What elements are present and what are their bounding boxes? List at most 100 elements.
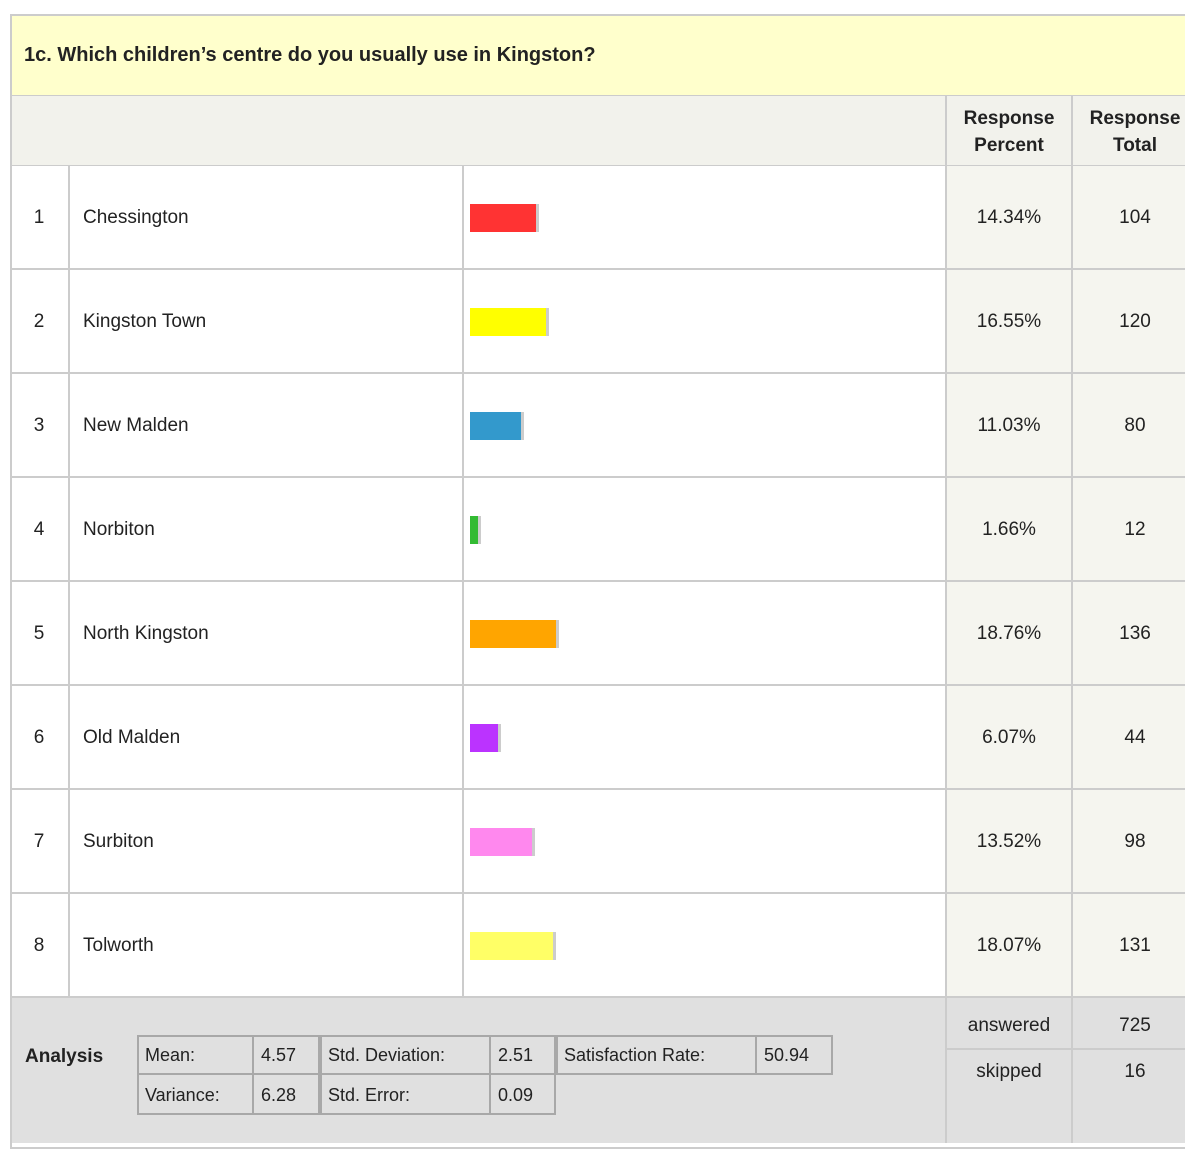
stat-label: Satisfaction Rate: [564, 1044, 706, 1065]
row-percent: 18.76% [976, 623, 1042, 644]
header-percent: Response Percent [963, 107, 1055, 156]
row-value-bg [945, 270, 1185, 372]
stat-label: Std. Error: [328, 1084, 411, 1105]
bar [470, 724, 501, 752]
row-label: Surbiton [83, 831, 154, 852]
stat-value: 6.28 [261, 1084, 297, 1105]
stat-cell [320, 1035, 490, 1075]
cell-divider [68, 790, 70, 894]
row-percent: 1.66% [982, 519, 1036, 540]
summary-value: 725 [1119, 1015, 1151, 1036]
row-percent: 6.07% [982, 727, 1036, 748]
row-label: Norbiton [83, 519, 155, 540]
row-value-bg [945, 374, 1185, 476]
cell-divider [945, 270, 947, 374]
row-number: 8 [33, 935, 45, 956]
cell-divider [945, 582, 947, 686]
header-divider [1071, 96, 1073, 167]
bar [470, 932, 557, 960]
cell-divider [462, 582, 464, 686]
title: 1c. Which children’s centre do you usual… [24, 44, 596, 66]
analysis-title: Analysis [25, 1046, 104, 1067]
stat-cell [253, 1035, 320, 1075]
cell-divider [462, 894, 464, 998]
row-percent: 11.03% [977, 415, 1041, 436]
row-label: Old Malden [83, 727, 181, 748]
header-total: Response Total [1089, 107, 1181, 156]
row-percent: 14.34% [976, 207, 1042, 228]
cell-divider [945, 166, 947, 270]
row-value-bg [945, 894, 1185, 996]
cell-divider [68, 582, 70, 686]
cell-divider [68, 166, 70, 270]
stat-cell [490, 1035, 556, 1075]
row-value-bg [945, 166, 1185, 268]
cell-divider [1071, 270, 1073, 374]
stat-label: Variance: [145, 1084, 220, 1105]
bar [470, 204, 539, 232]
cell-divider [68, 478, 70, 582]
row-value-bg [945, 478, 1185, 580]
row-number: 7 [33, 831, 45, 852]
cell-divider [68, 894, 70, 998]
cell-divider [68, 686, 70, 790]
cell-divider [945, 478, 947, 582]
cell-divider [68, 270, 70, 374]
cell-divider [68, 374, 70, 478]
row-label: Kingston Town [83, 311, 207, 332]
stat-label: Mean: [145, 1044, 196, 1065]
header-divider [945, 96, 947, 167]
footer-divider [1071, 998, 1073, 1143]
cell-divider [945, 894, 947, 998]
cell-divider [945, 790, 947, 894]
cell-divider [462, 790, 464, 894]
cell-divider [462, 478, 464, 582]
row-value-bg [945, 686, 1185, 788]
row-total: 104 [1119, 207, 1151, 228]
row-total: 120 [1119, 311, 1151, 332]
stat-cell [556, 1035, 756, 1075]
row-label: Chessington [83, 207, 189, 228]
footer-divider [945, 998, 947, 1143]
summary-label: answered [967, 1015, 1051, 1036]
summary-label: skipped [976, 1061, 1042, 1082]
row-total: 80 [1124, 415, 1146, 436]
stat-value: 0.09 [498, 1084, 534, 1105]
bar [470, 412, 524, 440]
stat-cell [320, 1075, 490, 1115]
bar [470, 308, 550, 336]
stat-cell [253, 1075, 320, 1115]
cell-divider [462, 374, 464, 478]
stat-cell [490, 1075, 556, 1115]
row-total: 136 [1119, 623, 1151, 644]
row-label: New Malden [83, 415, 189, 436]
row-total: 98 [1124, 831, 1146, 852]
footer [10, 998, 1185, 1143]
row-total: 44 [1124, 727, 1146, 748]
row-label: Tolworth [83, 935, 154, 956]
stat-label: Std. Deviation: [328, 1044, 446, 1065]
cell-divider [1071, 894, 1073, 998]
row-number: 2 [33, 311, 45, 332]
summary-value: 16 [1124, 1061, 1146, 1082]
row-value-bg [945, 790, 1185, 892]
cell-divider [1071, 582, 1073, 686]
cell-divider [945, 374, 947, 478]
row-label: North Kingston [83, 623, 209, 644]
cell-divider [462, 166, 464, 270]
bar [470, 828, 536, 856]
row-total: 12 [1124, 519, 1146, 540]
stat-value: 50.94 [764, 1044, 810, 1065]
summary-divider [945, 1048, 1185, 1050]
row-value-bg [945, 582, 1185, 684]
stat-cell [756, 1035, 833, 1075]
stat-cell [137, 1075, 253, 1115]
cell-divider [1071, 790, 1073, 894]
row-number: 6 [33, 727, 45, 748]
bar [470, 620, 560, 648]
row-percent: 13.52% [976, 831, 1042, 852]
cell-divider [1071, 374, 1073, 478]
row-number: 1 [33, 207, 45, 228]
